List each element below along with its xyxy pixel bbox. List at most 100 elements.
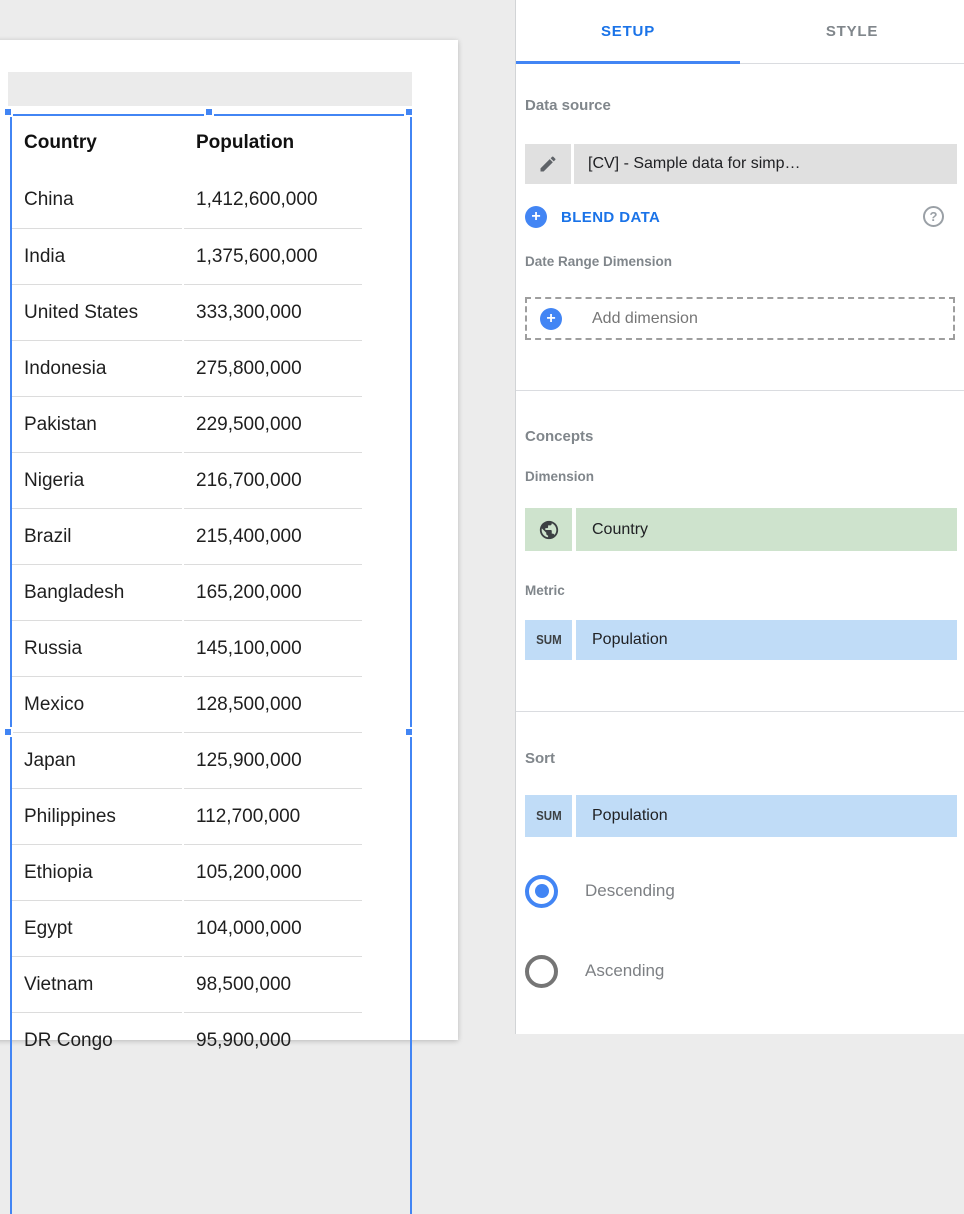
- radio-icon: [525, 874, 558, 908]
- panel-tab-bar: SETUP STYLE: [516, 0, 964, 64]
- cell-country: Egypt: [12, 900, 182, 956]
- section-divider: [516, 390, 964, 391]
- data-source-selector[interactable]: [CV] - Sample data for simp…: [525, 144, 957, 184]
- properties-panel: SETUP STYLE Data source [CV] - Sample da…: [515, 0, 964, 1034]
- radio-dot: [534, 884, 549, 898]
- dimension-chip-label: Country: [576, 508, 957, 551]
- cell-country: Philippines: [12, 788, 182, 844]
- table-row: Philippines 112,700,000: [12, 788, 410, 844]
- sum-aggregation-badge: SUM: [525, 620, 572, 660]
- radio-label: Ascending: [585, 961, 665, 980]
- dimension-chip-country[interactable]: Country: [525, 508, 957, 551]
- table-row: Indonesia 275,800,000: [12, 340, 410, 396]
- report-canvas[interactable]: [0, 40, 458, 1040]
- cell-country: Russia: [12, 620, 182, 676]
- table-row: DR Congo 95,900,000: [12, 1012, 410, 1068]
- selection-handle-top-middle[interactable]: [204, 107, 214, 117]
- cell-population: 229,500,000: [184, 396, 362, 452]
- radio-label: Descending: [585, 881, 675, 900]
- cell-population: 98,500,000: [184, 956, 362, 1012]
- table-row: Russia 145,100,000: [12, 620, 410, 676]
- cell-country: DR Congo: [12, 1012, 182, 1068]
- cell-country: Ethiopia: [12, 844, 182, 900]
- table-body: China 1,412,600,000 India 1,375,600,000 Unit…: [12, 172, 410, 1068]
- cell-country: United States: [12, 284, 182, 340]
- cell-country: Bangladesh: [12, 564, 182, 620]
- section-divider: [516, 711, 964, 712]
- table-row: Brazil 215,400,000: [12, 508, 410, 564]
- plus-icon[interactable]: +: [525, 206, 547, 228]
- table-row: Japan 125,900,000: [12, 732, 410, 788]
- radio-icon: [525, 954, 558, 988]
- cell-population: 95,900,000: [184, 1012, 362, 1068]
- table-row: United States 333,300,000: [12, 284, 410, 340]
- concepts-label: Concepts: [525, 428, 594, 445]
- table-row: Bangladesh 165,200,000: [12, 564, 410, 620]
- sort-label: Sort: [525, 750, 555, 767]
- date-range-dimension-label: Date Range Dimension: [525, 254, 673, 269]
- data-source-label: Data source: [525, 97, 611, 114]
- table-row: Mexico 128,500,000: [12, 676, 410, 732]
- table-row: Egypt 104,000,000: [12, 900, 410, 956]
- sort-ascending-radio[interactable]: Ascending: [525, 954, 825, 988]
- cell-country: Pakistan: [12, 396, 182, 452]
- cell-population: 1,375,600,000: [184, 228, 362, 284]
- edit-data-source-button[interactable]: [525, 144, 571, 184]
- cell-population: 165,200,000: [184, 564, 362, 620]
- tab-style[interactable]: STYLE: [825, 23, 879, 40]
- table-header-country: Country: [24, 132, 97, 153]
- data-source-name: [CV] - Sample data for simp…: [574, 144, 957, 184]
- cell-population: 333,300,000: [184, 284, 362, 340]
- cell-country: India: [12, 228, 182, 284]
- selection-handle-top-left[interactable]: [3, 107, 13, 117]
- table-row: Nigeria 216,700,000: [12, 452, 410, 508]
- cell-country: Japan: [12, 732, 182, 788]
- cell-population: 128,500,000: [184, 676, 362, 732]
- population-table-chart[interactable]: Country Population China 1,412,600,000 Ind…: [12, 114, 410, 1051]
- table-row: India 1,375,600,000: [12, 228, 410, 284]
- sort-chip-population[interactable]: SUM Population: [525, 795, 957, 837]
- table-header-population: Population: [196, 132, 295, 153]
- sum-aggregation-badge: SUM: [525, 795, 572, 837]
- cell-population: 105,200,000: [184, 844, 362, 900]
- metric-chip-label: Population: [576, 620, 957, 660]
- tab-setup[interactable]: SETUP: [600, 23, 655, 40]
- dimension-label: Dimension: [525, 469, 595, 484]
- cell-country: China: [24, 189, 74, 210]
- cell-population: 275,800,000: [184, 340, 362, 396]
- radio-dot: [535, 964, 549, 978]
- sort-chip-label: Population: [576, 795, 957, 837]
- cell-population: 125,900,000: [184, 732, 362, 788]
- cell-population: 112,700,000: [184, 788, 362, 844]
- table-row: Pakistan 229,500,000: [12, 396, 410, 452]
- canvas-gray-strip: [8, 72, 412, 106]
- globe-icon: [525, 508, 572, 551]
- table-row: Ethiopia 105,200,000: [12, 844, 410, 900]
- add-dimension-placeholder: Add dimension: [592, 309, 698, 327]
- cell-population: 215,400,000: [184, 508, 362, 564]
- cell-country: Mexico: [12, 676, 182, 732]
- table-row: China 1,412,600,000: [12, 172, 410, 228]
- pencil-icon: [538, 154, 558, 174]
- sort-descending-radio[interactable]: Descending: [525, 874, 825, 908]
- active-tab-indicator: [516, 61, 740, 64]
- cell-country: Nigeria: [12, 452, 182, 508]
- cell-country: Indonesia: [12, 340, 182, 396]
- cell-population: 216,700,000: [184, 452, 362, 508]
- selection-handle-middle-right[interactable]: [404, 727, 414, 737]
- cell-country: Vietnam: [12, 956, 182, 1012]
- table-row: Vietnam 98,500,000: [12, 956, 410, 1012]
- table-header-row: Country Population: [12, 114, 410, 172]
- add-date-range-dimension[interactable]: + Add dimension: [525, 297, 955, 340]
- blend-data-row: + BLEND DATA ?: [525, 205, 957, 229]
- metric-label: Metric: [525, 583, 565, 598]
- cell-population: 145,100,000: [184, 620, 362, 676]
- selection-handle-top-right[interactable]: [404, 107, 414, 117]
- cell-population: 104,000,000: [184, 900, 362, 956]
- help-icon[interactable]: ?: [923, 206, 944, 227]
- metric-chip-population[interactable]: SUM Population: [525, 620, 957, 660]
- plus-icon: +: [540, 307, 562, 330]
- cell-country: Brazil: [12, 508, 182, 564]
- blend-data-button[interactable]: BLEND DATA: [561, 208, 661, 226]
- selection-handle-middle-left[interactable]: [3, 727, 13, 737]
